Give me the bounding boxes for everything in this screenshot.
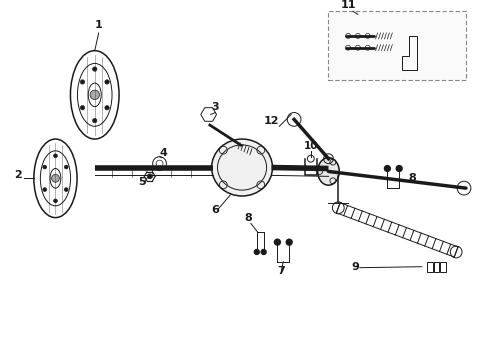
FancyBboxPatch shape [328,12,466,80]
Circle shape [396,166,402,171]
Circle shape [385,166,391,171]
Circle shape [64,165,68,169]
Circle shape [43,188,47,192]
Circle shape [355,33,360,39]
Circle shape [254,249,259,255]
Circle shape [53,154,57,158]
Circle shape [80,105,85,110]
Circle shape [366,33,370,39]
Text: 8: 8 [408,173,416,183]
Ellipse shape [212,139,272,196]
Circle shape [64,188,68,192]
Circle shape [93,118,97,123]
Circle shape [105,105,109,110]
Bar [427,262,433,271]
Bar [441,262,446,271]
Circle shape [345,33,350,39]
Circle shape [345,45,350,50]
Circle shape [43,165,47,169]
Circle shape [53,199,57,203]
Circle shape [147,174,152,179]
Circle shape [274,239,280,245]
Circle shape [105,80,109,84]
Text: 4: 4 [160,148,168,158]
Text: 8: 8 [244,212,252,222]
Text: 7: 7 [277,266,285,275]
Circle shape [366,45,370,50]
Circle shape [51,174,59,182]
Text: 1: 1 [95,20,102,30]
Text: 12: 12 [264,116,279,126]
Circle shape [80,80,85,84]
Text: 3: 3 [212,102,220,112]
Ellipse shape [318,158,339,185]
Circle shape [90,90,99,100]
Text: 10: 10 [303,141,318,151]
Circle shape [93,67,97,71]
Circle shape [286,239,292,245]
Bar [434,262,440,271]
Text: 5: 5 [138,177,146,187]
Text: 6: 6 [212,205,220,215]
Text: 2: 2 [14,170,22,180]
Circle shape [355,45,360,50]
Text: 9: 9 [351,262,359,272]
Text: 11: 11 [341,0,356,10]
Circle shape [261,249,266,255]
